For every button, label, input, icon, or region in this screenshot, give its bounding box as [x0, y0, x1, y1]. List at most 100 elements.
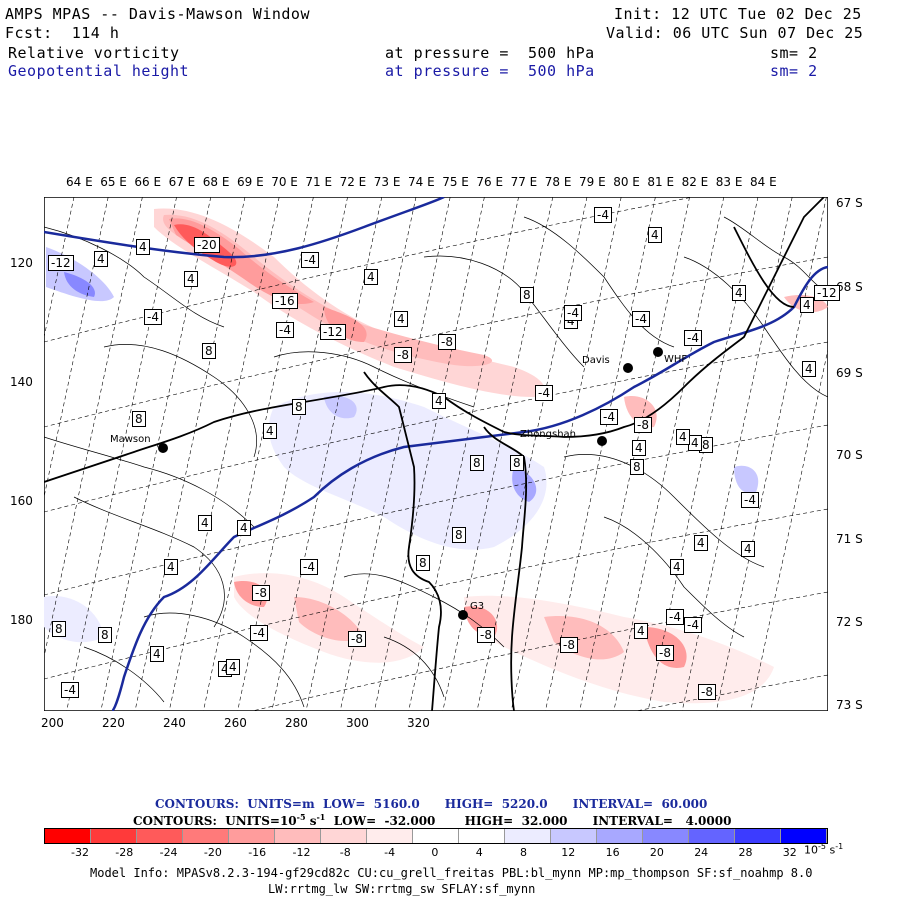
station-label-zhongshan: Zhongshan	[520, 429, 577, 440]
lon-label: 75 E	[442, 175, 469, 189]
colorbar-label: -24	[159, 846, 178, 859]
lon-label: 66 E	[134, 175, 162, 189]
contour-value-label: -8	[394, 347, 412, 363]
contour-value-label: 8	[292, 399, 306, 415]
contour-value-label: -8	[698, 684, 716, 700]
colorbar-segment	[781, 829, 827, 843]
contour-value-label: -4	[632, 311, 650, 327]
station-markers	[158, 347, 663, 620]
contour-value-label: -8	[252, 585, 270, 601]
colorbar-label: 12	[561, 846, 576, 859]
contour-value-label: 4	[676, 429, 690, 445]
contour-value-label: 8	[470, 455, 484, 471]
station-label-whf: WHF	[664, 354, 688, 365]
contour-value-label: 4	[226, 659, 240, 675]
station-label-davis: Davis	[582, 355, 610, 366]
contour-value-label: -4	[600, 409, 618, 425]
vorticity-units-s: s	[305, 814, 317, 828]
station-label-g3: G3	[470, 601, 485, 612]
y-tick-label: 140	[10, 375, 33, 389]
y-tick-label: 120	[10, 256, 33, 270]
vorticity-range: LOW= -32.000 HIGH= 32.000 INTERVAL= 4.00…	[325, 814, 732, 828]
vorticity-units-prefix: CONTOURS: UNITS=10	[133, 814, 297, 828]
lon-label: 73 E	[373, 175, 401, 189]
colorbar-label: -20	[203, 846, 222, 859]
valid-time: Valid: 06 UTC Sun 07 Dec 25	[606, 24, 864, 42]
colorbar-segment	[183, 829, 229, 843]
lon-label: 83 E	[715, 175, 743, 189]
contour-value-label: -4	[250, 625, 268, 641]
lat-label: 71 S	[836, 532, 863, 546]
contour-value-label: 8	[98, 627, 112, 643]
contour-value-label: -8	[634, 417, 652, 433]
mawson-marker	[158, 443, 168, 453]
station-label-mawson: Mawson	[110, 434, 151, 445]
contour-value-label: -4	[301, 252, 319, 268]
contour-value-label: -4	[144, 309, 162, 325]
contour-value-label: -4	[535, 385, 553, 401]
colorbar-label: -8	[339, 846, 351, 859]
lon-label: 82 E	[681, 175, 709, 189]
lon-label: 78 E	[544, 175, 572, 189]
contour-value-label: 4	[688, 435, 702, 451]
davis-marker	[623, 363, 633, 373]
height-contour-info: CONTOURS: UNITS=m LOW= 5160.0 HIGH= 5220…	[155, 797, 708, 811]
lon-label: 79 E	[579, 175, 606, 189]
contour-value-label: -8	[656, 645, 674, 661]
contour-value-label: 4	[150, 646, 164, 662]
colorbar-label: -4	[384, 846, 396, 859]
contour-value-label: 4	[741, 541, 755, 557]
lon-label: 72 E	[339, 175, 367, 189]
contour-value-label: -8	[438, 334, 456, 350]
contour-value-label: 8	[52, 621, 66, 637]
lat-label: 70 S	[836, 448, 863, 462]
contour-value-label: -4	[684, 617, 702, 633]
g3-marker	[458, 610, 468, 620]
field2-level: at pressure = 500 hPa	[385, 62, 595, 80]
contour-value-label: 4	[198, 515, 212, 531]
colorbar-label: 8	[520, 846, 527, 859]
contour-value-label: 8	[520, 287, 534, 303]
field2-name: Geopotential height	[8, 62, 190, 80]
colorbar-segment	[597, 829, 643, 843]
lat-label: 69 S	[836, 366, 863, 380]
contour-value-label: 4	[800, 297, 814, 313]
colorbar	[44, 828, 828, 844]
lon-label: 76 E	[476, 175, 504, 189]
contour-value-label: 4	[632, 440, 646, 456]
contour-value-label: -4	[300, 559, 318, 575]
colorbar-segment	[91, 829, 137, 843]
lon-label: 74 E	[408, 175, 435, 189]
contour-value-label: 4	[670, 559, 684, 575]
contour-value-label: 4	[648, 227, 662, 243]
colorbar-label: -32	[71, 846, 89, 859]
colorbar-unit-exp: -5	[818, 842, 826, 851]
field2-smoothing: sm= 2	[770, 62, 818, 80]
colorbar-segment	[367, 829, 413, 843]
colorbar-segment	[45, 829, 91, 843]
colorbar-segment	[137, 829, 183, 843]
lat-label: 73 S	[836, 698, 863, 712]
colorbar-label: 4	[475, 846, 483, 859]
colorbar-label: 28	[738, 846, 753, 859]
contour-value-label: -8	[348, 631, 366, 647]
contour-value-label: 4	[364, 269, 378, 285]
colorbar-unit-exp2: -1	[835, 842, 844, 851]
contour-value-label: 4	[802, 361, 816, 377]
colorbar-segment	[735, 829, 781, 843]
colorbar-segment	[689, 829, 735, 843]
colorbar-segment	[275, 829, 321, 843]
lon-label: 71 E	[305, 175, 333, 189]
x-tick-label: 320	[407, 716, 430, 730]
zhongshan-marker	[597, 436, 607, 446]
colorbar-unit-s: s	[829, 843, 836, 857]
x-tick-label: 280	[285, 716, 308, 730]
contour-value-label: -4	[684, 330, 702, 346]
contour-value-label: 4	[394, 311, 408, 327]
colorbar-segment	[643, 829, 689, 843]
colorbar-label: 32	[782, 846, 797, 859]
lon-label: 84 E	[750, 175, 777, 189]
contour-value-label: -4	[276, 322, 294, 338]
lon-label: 80 E	[613, 175, 640, 189]
colorbar-label: 0	[431, 846, 439, 859]
